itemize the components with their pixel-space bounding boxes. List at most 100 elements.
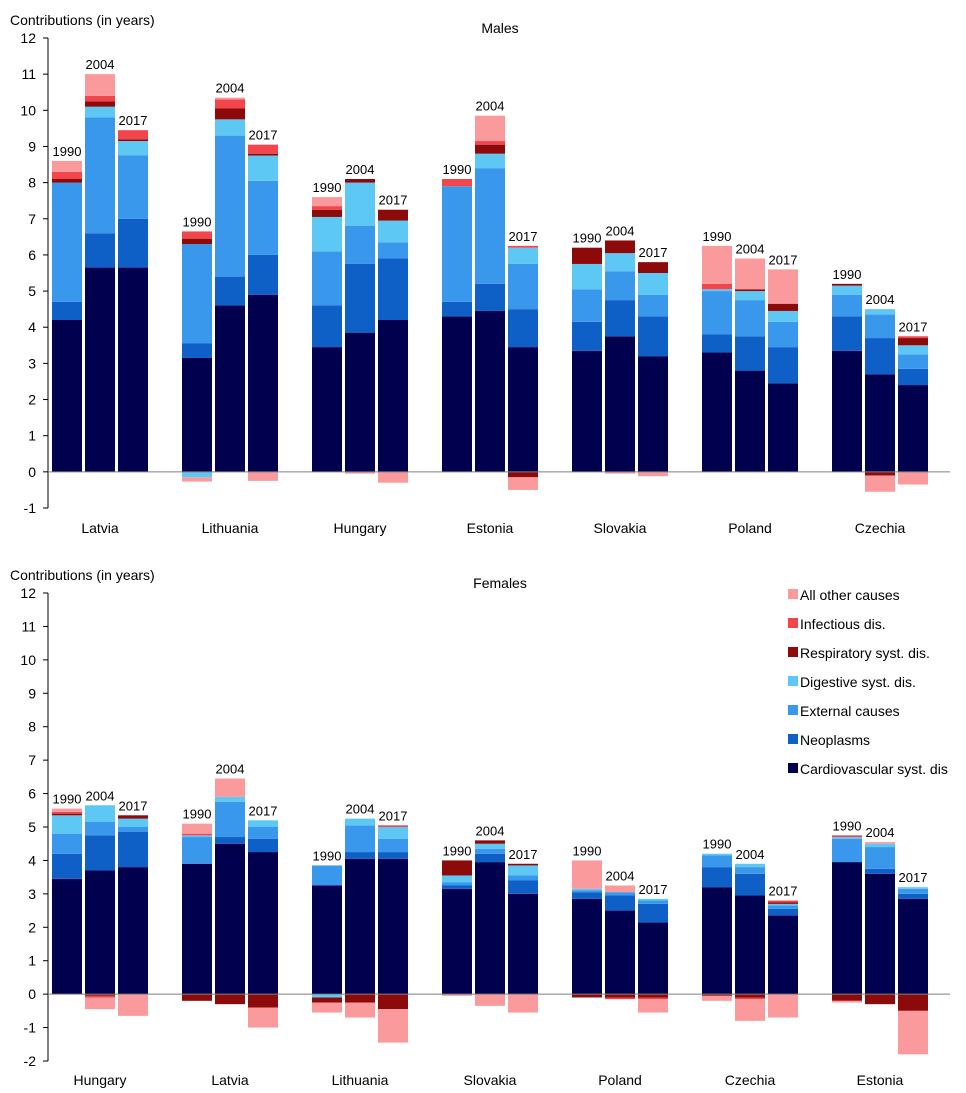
bar-segment-respiratory (508, 863, 538, 866)
bar-segment-digestive (475, 843, 505, 849)
bar-segment-external (52, 833, 82, 854)
bar-year-label: 1990 (703, 229, 732, 244)
bar-segment-infectious (475, 141, 505, 145)
bar-segment-other (638, 471, 668, 477)
legend-label-digestive: Digestive syst. dis. (800, 674, 916, 690)
bar-segment-digestive (345, 818, 375, 826)
bar-year-label: 2017 (899, 319, 928, 334)
bar-segment-neoplasms (508, 880, 538, 894)
bar-segment-external (865, 314, 895, 339)
category-label: Hungary (334, 520, 387, 536)
bar-segment-other (735, 999, 765, 1021)
bar-segment-external (605, 271, 635, 301)
bar-segment-infectious (312, 206, 342, 210)
bar-segment-cardio (702, 352, 732, 472)
bar-segment-cardio (182, 863, 212, 995)
bar-segment-cardio (735, 895, 765, 995)
bar-segment-other (475, 994, 505, 1006)
bar-year-label: 2017 (639, 882, 668, 897)
bar-segment-cardio (508, 347, 538, 472)
bar-segment-other (702, 995, 732, 1001)
bar-segment-digestive (215, 796, 245, 802)
category-label: Poland (728, 520, 772, 536)
bar-year-label: 2017 (249, 803, 278, 818)
bar-segment-neoplasms (118, 218, 148, 268)
bar-segment-other (605, 885, 635, 893)
bar-segment-external (702, 855, 732, 868)
bar-year-label: 2004 (86, 788, 115, 803)
bar-segment-digestive (638, 273, 668, 295)
bar-segment-digestive (865, 843, 895, 848)
bar-segment-digestive (52, 815, 82, 834)
bar-segment-digestive (605, 253, 635, 272)
bar-segment-neoplasms (52, 301, 82, 320)
bar-segment-respiratory (312, 997, 342, 1003)
category-label: Latvia (81, 520, 119, 536)
bar-segment-neoplasms (345, 852, 375, 859)
bar-segment-external (572, 890, 602, 893)
bar-year-label: 1990 (703, 837, 732, 852)
bar-segment-digestive (378, 827, 408, 839)
bar-segment-cardio (378, 320, 408, 472)
bar-segment-neoplasms (735, 873, 765, 896)
chart-title: Males (481, 20, 518, 36)
bar-segment-respiratory (768, 303, 798, 311)
bar-segment-cardio (572, 350, 602, 472)
bar-segment-digestive (508, 865, 538, 876)
bar-segment-neoplasms (898, 893, 928, 899)
bar-segment-respiratory (118, 139, 148, 142)
bar-segment-other (248, 1007, 278, 1028)
bar-segment-neoplasms (768, 347, 798, 384)
bar-segment-respiratory (52, 179, 82, 183)
bar-segment-cardio (605, 336, 635, 472)
bar-segment-other (182, 823, 212, 834)
bar-segment-neoplasms (768, 908, 798, 916)
bar-segment-external (118, 827, 148, 833)
bar-segment-other (702, 245, 732, 284)
bar-segment-respiratory (248, 153, 278, 156)
bar-segment-cardio (215, 305, 245, 472)
bar-segment-neoplasms (345, 263, 375, 333)
bar-segment-external (312, 251, 342, 306)
legend: All other causes Infectious dis. Respirato… (788, 587, 948, 777)
bar-segment-other (312, 1002, 342, 1013)
bar-segment-respiratory (475, 840, 505, 844)
bar-segment-external (378, 242, 408, 259)
bar-segment-infectious (378, 825, 408, 827)
bar-segment-cardio (118, 267, 148, 472)
bar-segment-cardio (248, 852, 278, 995)
y-tick-label: 7 (28, 752, 36, 768)
bar-segment-respiratory (572, 994, 602, 998)
bar-year-label: 2017 (379, 193, 408, 208)
bar-segment-respiratory (215, 108, 245, 120)
bar-segment-other (508, 477, 538, 490)
bar-year-label: 2004 (476, 99, 505, 114)
bar-segment-respiratory (442, 860, 472, 876)
bar-segment-other (768, 269, 798, 304)
bar-segment-respiratory (832, 994, 862, 1001)
bar-segment-neoplasms (605, 895, 635, 911)
y-tick-label: 9 (28, 138, 36, 154)
bar-segment-respiratory (345, 994, 375, 1003)
bar-segment-neoplasms (215, 276, 245, 306)
bar-segment-cardio (832, 862, 862, 995)
bar-segment-external (345, 825, 375, 853)
bar-segment-cardio (312, 347, 342, 472)
bar-segment-respiratory (605, 994, 635, 998)
y-axis-label: Contributions (in years) (10, 12, 155, 28)
bar-segment-other (442, 994, 472, 996)
category-label: Lithuania (202, 520, 259, 536)
bar-segment-external (702, 291, 732, 335)
bar-segment-digestive (182, 471, 212, 478)
legend-label-infectious: Infectious dis. (800, 616, 886, 632)
bar-segment-cardio (118, 867, 148, 995)
bar-segment-cardio (898, 898, 928, 995)
bar-segment-neoplasms (85, 835, 115, 871)
bar-segment-external (735, 867, 765, 874)
bar-year-label: 2004 (606, 223, 635, 238)
bar-segment-cardio (312, 885, 342, 995)
bar-segment-respiratory (378, 209, 408, 221)
bar-segment-respiratory (638, 262, 668, 273)
bar-year-label: 2004 (866, 292, 895, 307)
